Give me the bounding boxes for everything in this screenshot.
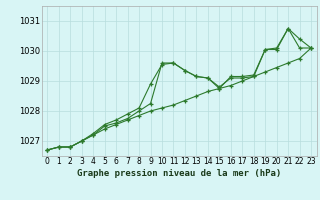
X-axis label: Graphe pression niveau de la mer (hPa): Graphe pression niveau de la mer (hPa) <box>77 169 281 178</box>
